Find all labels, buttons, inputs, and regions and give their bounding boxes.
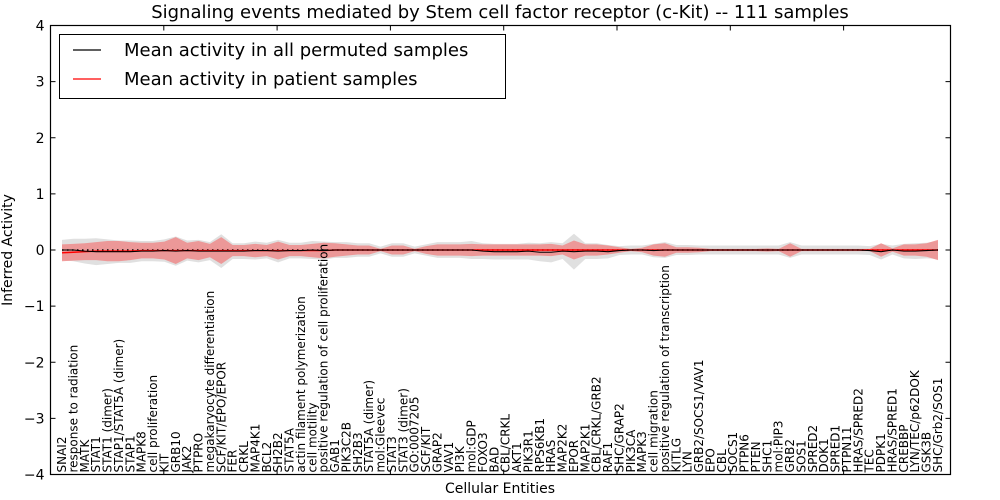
x-tick-label: HRAS/SPRED2 <box>851 388 865 472</box>
x-tick-label: JAK2 <box>180 445 194 473</box>
x-tick-label: PTPN6 <box>738 434 752 472</box>
x-tick-label: CREBBP <box>897 425 911 473</box>
x-tick-label: SHC1 <box>760 440 774 473</box>
x-tick-label: STAT1 (dimer) <box>101 388 115 472</box>
x-tick-label: SHC/Grb2/SOS1 <box>931 378 945 473</box>
legend-label-permuted: Mean activity in all permuted samples <box>124 40 468 61</box>
y-tick-label: −3 <box>24 411 45 427</box>
x-tick-label: GRB2 <box>783 439 797 473</box>
y-axis-label: Inferred Activity <box>0 194 16 306</box>
x-axis-label: Cellular Entities <box>445 481 555 497</box>
x-tick-label: HRAS/SPRED1 <box>885 388 899 472</box>
permuted-mean-line <box>62 249 939 253</box>
x-tick-label: GSK3B <box>920 432 934 473</box>
x-tick-label: SPRED2 <box>806 425 820 473</box>
x-tick-label: STAT3 <box>385 436 399 472</box>
x-tick-label: STAP1 <box>123 435 137 472</box>
x-tick-label: MAP2K1 <box>578 424 592 473</box>
x-tick-label: LYN <box>681 451 695 472</box>
x-tick-label: PTEN <box>749 441 763 472</box>
x-tick-label: SOCS1 <box>726 432 740 473</box>
x-tick-label: HRAS <box>544 440 558 473</box>
x-tick-label: BCL2 <box>260 442 274 473</box>
x-tick-label: CBL/CRKL/GRB2 <box>590 376 604 472</box>
x-tick-label: FOXO3 <box>476 432 490 472</box>
x-tick-label: SOS1 <box>794 440 808 472</box>
legend: Mean activity in all permuted samples Me… <box>59 34 506 99</box>
y-tick-label: 1 <box>36 187 45 203</box>
x-tick-label: mol:Gleevec <box>374 398 388 473</box>
y-tick-label: 0 <box>36 243 45 259</box>
x-tick-label: RAF1 <box>601 442 615 473</box>
legend-box <box>59 34 506 99</box>
x-tick-label: PTPRO <box>192 433 206 473</box>
x-tick-label: SPRED1 <box>829 425 843 473</box>
x-tick-label: AKT1 <box>510 442 524 472</box>
chart-title: Signaling events mediated by Stem cell f… <box>151 2 849 23</box>
x-tick-label: PI3K <box>453 445 467 472</box>
x-tick-label: STAT5A (dimer) <box>362 380 376 473</box>
x-tick-label: MAPK3 <box>635 431 649 472</box>
x-tick-label: actin filament polymerization <box>294 296 308 472</box>
x-tick-label: PDPK1 <box>874 433 888 472</box>
x-tick-label: CRKL <box>237 441 251 473</box>
x-tick-label: MAP4K1 <box>248 424 262 473</box>
x-tick-label: VAV1 <box>442 442 456 473</box>
x-tick-label: MAP2K2 <box>556 424 570 473</box>
x-tick-label: CBL/CRKL <box>499 414 513 473</box>
x-tick-label: cell proliferation <box>146 375 160 473</box>
x-tick-label: KIT <box>157 453 171 472</box>
x-tick-label: KITLG <box>669 438 683 473</box>
x-tick-label: SCF/KIT <box>419 426 433 472</box>
x-tick-label: SH2B2 <box>271 432 285 472</box>
x-tick-label: PIK3R1 <box>521 430 535 472</box>
x-tick-label: GRB10 <box>169 431 183 472</box>
x-tick-label: SH2B3 <box>351 432 365 472</box>
x-tick-label: positive regulation of cell proliferatio… <box>317 244 331 473</box>
x-tick-label: megakaryocyte differentiation <box>203 291 217 473</box>
x-tick-label: STAT5A <box>283 427 297 472</box>
x-tick-label: GAB1 <box>328 439 342 472</box>
x-tick-label: STAT3 (dimer) <box>396 388 410 472</box>
x-tick-label: MATK <box>78 439 92 473</box>
x-tick-label: DOK1 <box>817 438 831 472</box>
x-tick-label: PTPN11 <box>840 426 854 472</box>
y-axis: −4 −3 −2 −1 0 1 2 3 4 <box>24 19 951 484</box>
x-tick-label: MAPK8 <box>135 431 149 472</box>
y-tick-label: −1 <box>24 299 45 315</box>
x-tick-label: TEC <box>863 449 877 473</box>
x-tick-label: LYN/TEC/p62DOK <box>908 369 922 472</box>
x-tick-label: response to radiation <box>66 345 80 473</box>
x-tick-label: BAD <box>487 447 501 473</box>
x-tick-label: FER <box>226 450 240 473</box>
x-tick-label: PIK3CA <box>624 429 638 473</box>
y-tick-label: 2 <box>36 131 45 147</box>
y-tick-label: −2 <box>24 355 45 371</box>
x-tick-label: positive regulation of transcription <box>658 265 672 472</box>
y-tick-label: −4 <box>24 468 45 484</box>
plot-area <box>61 233 939 270</box>
x-tick-label: GRB2/SOCS1/VAV1 <box>692 359 706 472</box>
x-tick-label: RPS6KB1 <box>533 418 547 473</box>
y-tick-label: 3 <box>36 75 45 91</box>
x-tick-label: EPO <box>703 448 717 472</box>
x-tick-label: GO:0007205 <box>408 396 422 472</box>
x-tick-label: CBL <box>715 449 729 473</box>
x-tick-label: STAT1 <box>89 436 103 472</box>
x-tick-label: mol:PIP3 <box>772 420 786 472</box>
x-tick-label: PIK3C2B <box>339 422 353 473</box>
x-tick-label: GRAP2 <box>430 432 444 472</box>
x-tick-label: STAP1/STAT5A (dimer) <box>112 339 126 473</box>
x-tick-label: SCF/KIT/EPO/EPOR <box>214 362 228 473</box>
x-tick-label: EPOR <box>567 440 581 473</box>
x-tick-label: mol:GDP <box>465 420 479 472</box>
x-tick-label: cell migration <box>647 390 661 472</box>
y-tick-label: 4 <box>36 19 45 35</box>
x-tick-label: SNAI2 <box>55 437 69 473</box>
legend-label-patient: Mean activity in patient samples <box>124 69 418 90</box>
x-tick-label: SHC/GRAP2 <box>612 403 626 472</box>
x-tick-label: cell motility <box>305 402 319 472</box>
